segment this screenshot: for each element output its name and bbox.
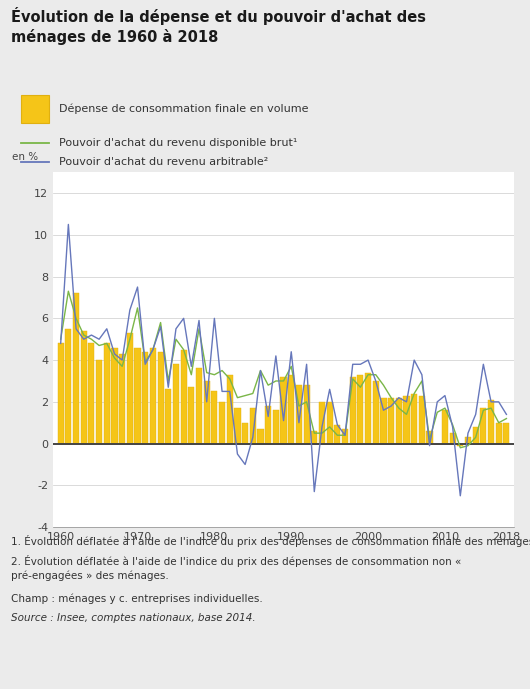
Bar [265, 406, 271, 444]
Bar [96, 360, 102, 444]
Bar [373, 381, 379, 444]
Bar [211, 391, 217, 444]
Bar [504, 423, 509, 444]
Bar [403, 395, 410, 444]
Bar [419, 395, 425, 444]
Text: Dépense de consommation finale en volume: Dépense de consommation finale en volume [59, 104, 308, 114]
Text: en %: en % [12, 152, 38, 162]
Bar [242, 423, 248, 444]
Bar [181, 350, 187, 444]
Bar [104, 343, 110, 444]
Bar [442, 410, 448, 444]
Bar [350, 377, 356, 444]
Bar [311, 431, 317, 444]
Bar [150, 347, 156, 444]
Bar [227, 375, 233, 444]
Text: Source : Insee, comptes nationaux, base 2014.: Source : Insee, comptes nationaux, base … [11, 613, 255, 623]
Bar [280, 377, 287, 444]
Bar [119, 354, 125, 444]
Bar [111, 347, 118, 444]
Bar [365, 373, 371, 444]
Text: 2. Évolution déflatée à l'aide de l'indice du prix des dépenses de consommation : 2. Évolution déflatée à l'aide de l'indi… [11, 555, 461, 581]
Bar [58, 343, 64, 444]
Bar [326, 402, 333, 444]
Bar [204, 381, 210, 444]
Bar [357, 375, 364, 444]
Bar [196, 369, 202, 444]
Bar [319, 402, 325, 444]
Bar [21, 95, 49, 123]
Bar [89, 343, 94, 444]
Bar [449, 433, 456, 444]
Bar [219, 402, 225, 444]
Bar [135, 347, 140, 444]
Bar [334, 425, 340, 444]
Bar [488, 400, 494, 444]
Bar [288, 375, 294, 444]
Text: Pouvoir d'achat du revenu arbitrable²: Pouvoir d'achat du revenu arbitrable² [59, 158, 268, 167]
Bar [342, 429, 348, 444]
Bar [304, 385, 310, 444]
Bar [188, 387, 195, 444]
Bar [65, 329, 72, 444]
Text: Champ : ménages y c. entreprises individuelles.: Champ : ménages y c. entreprises individ… [11, 593, 262, 604]
Text: 1. Évolution déflatée à l'aide de l'indice du prix des dépenses de consommation : 1. Évolution déflatée à l'aide de l'indi… [11, 535, 530, 547]
Bar [142, 352, 148, 444]
Bar [465, 438, 471, 444]
Bar [496, 423, 502, 444]
Bar [396, 398, 402, 444]
Bar [157, 352, 164, 444]
Bar [457, 444, 463, 446]
Bar [165, 389, 171, 444]
Bar [411, 393, 417, 444]
Bar [73, 294, 79, 444]
Bar [173, 364, 179, 444]
Bar [234, 408, 241, 444]
Bar [388, 398, 394, 444]
Bar [296, 385, 302, 444]
Bar [81, 331, 87, 444]
Bar [473, 427, 479, 444]
Bar [250, 408, 256, 444]
Bar [127, 333, 133, 444]
Bar [258, 429, 263, 444]
Text: Pouvoir d'achat du revenu disponible brut¹: Pouvoir d'achat du revenu disponible bru… [59, 138, 297, 147]
Bar [381, 398, 386, 444]
Bar [273, 410, 279, 444]
Text: Évolution de la dépense et du pouvoir d'achat des
ménages de 1960 à 2018: Évolution de la dépense et du pouvoir d'… [11, 7, 426, 45]
Bar [427, 431, 432, 444]
Bar [480, 408, 487, 444]
